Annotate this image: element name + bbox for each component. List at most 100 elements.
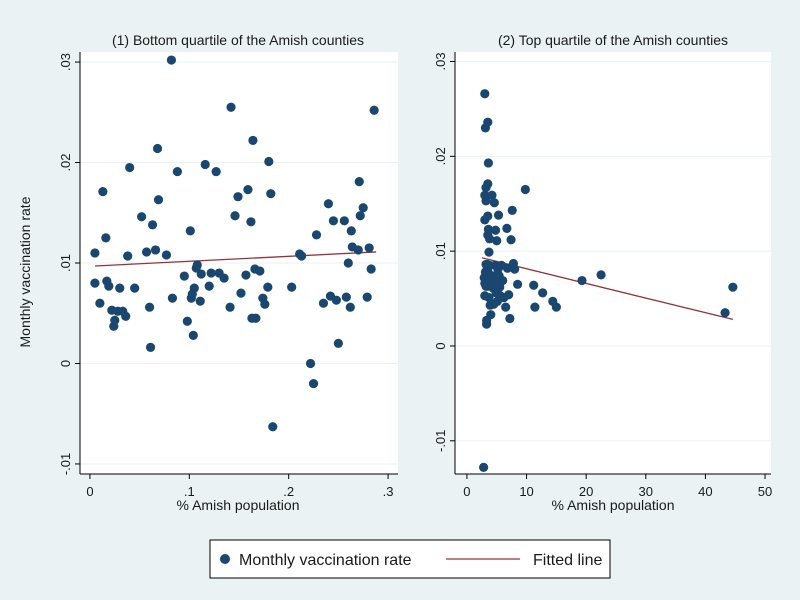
data-point: [266, 189, 276, 199]
data-point: [264, 156, 274, 167]
data-point: [577, 275, 587, 286]
data-point: [153, 195, 164, 205]
data-point: [211, 166, 221, 177]
data-point: [483, 158, 493, 168]
data-point: [364, 243, 374, 253]
data-point: [318, 298, 329, 308]
data-point: [487, 190, 497, 200]
data-point: [241, 270, 251, 280]
data-point: [141, 247, 152, 257]
data-point: [345, 302, 355, 312]
data-point: [121, 311, 131, 321]
data-point: [147, 220, 158, 230]
data-point: [483, 224, 493, 234]
data-point: [328, 216, 339, 226]
panel-2-xtick-label: 50: [758, 484, 772, 499]
data-point: [179, 271, 189, 281]
data-point: [297, 251, 307, 261]
data-point: [287, 282, 297, 292]
data-point: [90, 278, 100, 288]
data-point: [728, 282, 738, 292]
data-point: [323, 199, 334, 209]
data-point: [720, 308, 730, 318]
panel-1-xtick-label: .2: [283, 484, 294, 499]
figure-ylabel: Monthly vaccination rate: [17, 196, 33, 347]
panel-1-xtick-label: 0: [86, 484, 93, 499]
data-point: [479, 462, 489, 472]
data-point: [236, 288, 246, 298]
panel-1-xtick-label: .1: [184, 484, 195, 499]
data-point: [483, 211, 493, 221]
panel-2-xtick-label: 20: [579, 484, 593, 499]
data-point: [484, 234, 495, 244]
panel-1-ytick-label: 0: [58, 360, 73, 367]
panel-2-fitted-line: [481, 257, 733, 321]
data-point: [185, 226, 195, 236]
data-point: [529, 280, 539, 290]
data-point: [346, 226, 356, 236]
panel-2-gridlines: [455, 60, 771, 442]
panel-2-points: [479, 89, 738, 472]
panel-2-ytick-label: .02: [433, 147, 448, 165]
panel-bottom-quartile: (1) Bottom quartile of the Amish countie…: [58, 32, 398, 513]
panel-2-ytick-label: -.01: [433, 430, 448, 452]
panel-top-quartile: (2) Top quartile of the Amish counties -…: [433, 32, 772, 513]
data-point: [482, 319, 492, 329]
data-point: [538, 288, 548, 298]
data-point: [358, 203, 368, 213]
data-point: [520, 184, 530, 195]
data-point: [137, 212, 147, 222]
panel-2-xtick-label: 10: [519, 484, 533, 499]
data-point: [355, 211, 365, 221]
data-point: [268, 422, 278, 432]
data-point: [366, 264, 376, 274]
data-point: [308, 378, 319, 389]
panel-2-plot-area: [455, 52, 771, 474]
data-point: [251, 313, 261, 323]
data-point: [189, 283, 199, 293]
data-point: [248, 135, 258, 146]
panel-2-ytick-label: 0: [433, 342, 448, 349]
data-point: [204, 281, 214, 291]
data-point: [200, 159, 210, 170]
legend-series-label: Monthly vaccination rate: [239, 552, 412, 569]
panel-1-ytick-label: .03: [58, 53, 73, 71]
panel-1-fitted-line: [94, 251, 377, 267]
data-point: [95, 298, 105, 308]
data-point: [486, 310, 496, 320]
data-point: [150, 245, 161, 255]
panel-2-xtick-label: 40: [698, 484, 712, 499]
data-point: [354, 177, 364, 187]
panel-1-xlabel: % Amish population: [177, 497, 300, 513]
panel-1-ytick-label: -.01: [58, 453, 73, 475]
data-point: [492, 236, 502, 246]
data-point: [311, 230, 322, 240]
data-point: [502, 223, 512, 233]
legend: Monthly vaccination rate Fitted line: [209, 539, 611, 579]
data-point: [480, 89, 490, 99]
panel-2-ytick-label: .03: [433, 52, 448, 70]
data-point: [501, 302, 511, 312]
legend-marker-icon: [220, 554, 230, 564]
data-point: [101, 233, 111, 243]
data-point: [260, 299, 270, 309]
data-point: [192, 260, 202, 270]
data-point: [110, 315, 120, 325]
data-point: [125, 162, 135, 173]
data-point: [172, 166, 182, 177]
data-point: [507, 205, 517, 215]
data-point: [161, 250, 172, 260]
data-point: [230, 211, 240, 221]
data-point: [490, 225, 501, 235]
data-point: [152, 143, 163, 154]
data-point: [504, 290, 514, 300]
data-point: [530, 302, 540, 312]
data-point: [145, 342, 156, 352]
data-point: [305, 358, 316, 369]
data-point: [596, 270, 606, 280]
data-point: [481, 196, 491, 206]
panel-2-ytick-label: .01: [433, 242, 448, 260]
data-point: [506, 235, 516, 245]
panel-1-xtick-label: .3: [383, 484, 394, 499]
